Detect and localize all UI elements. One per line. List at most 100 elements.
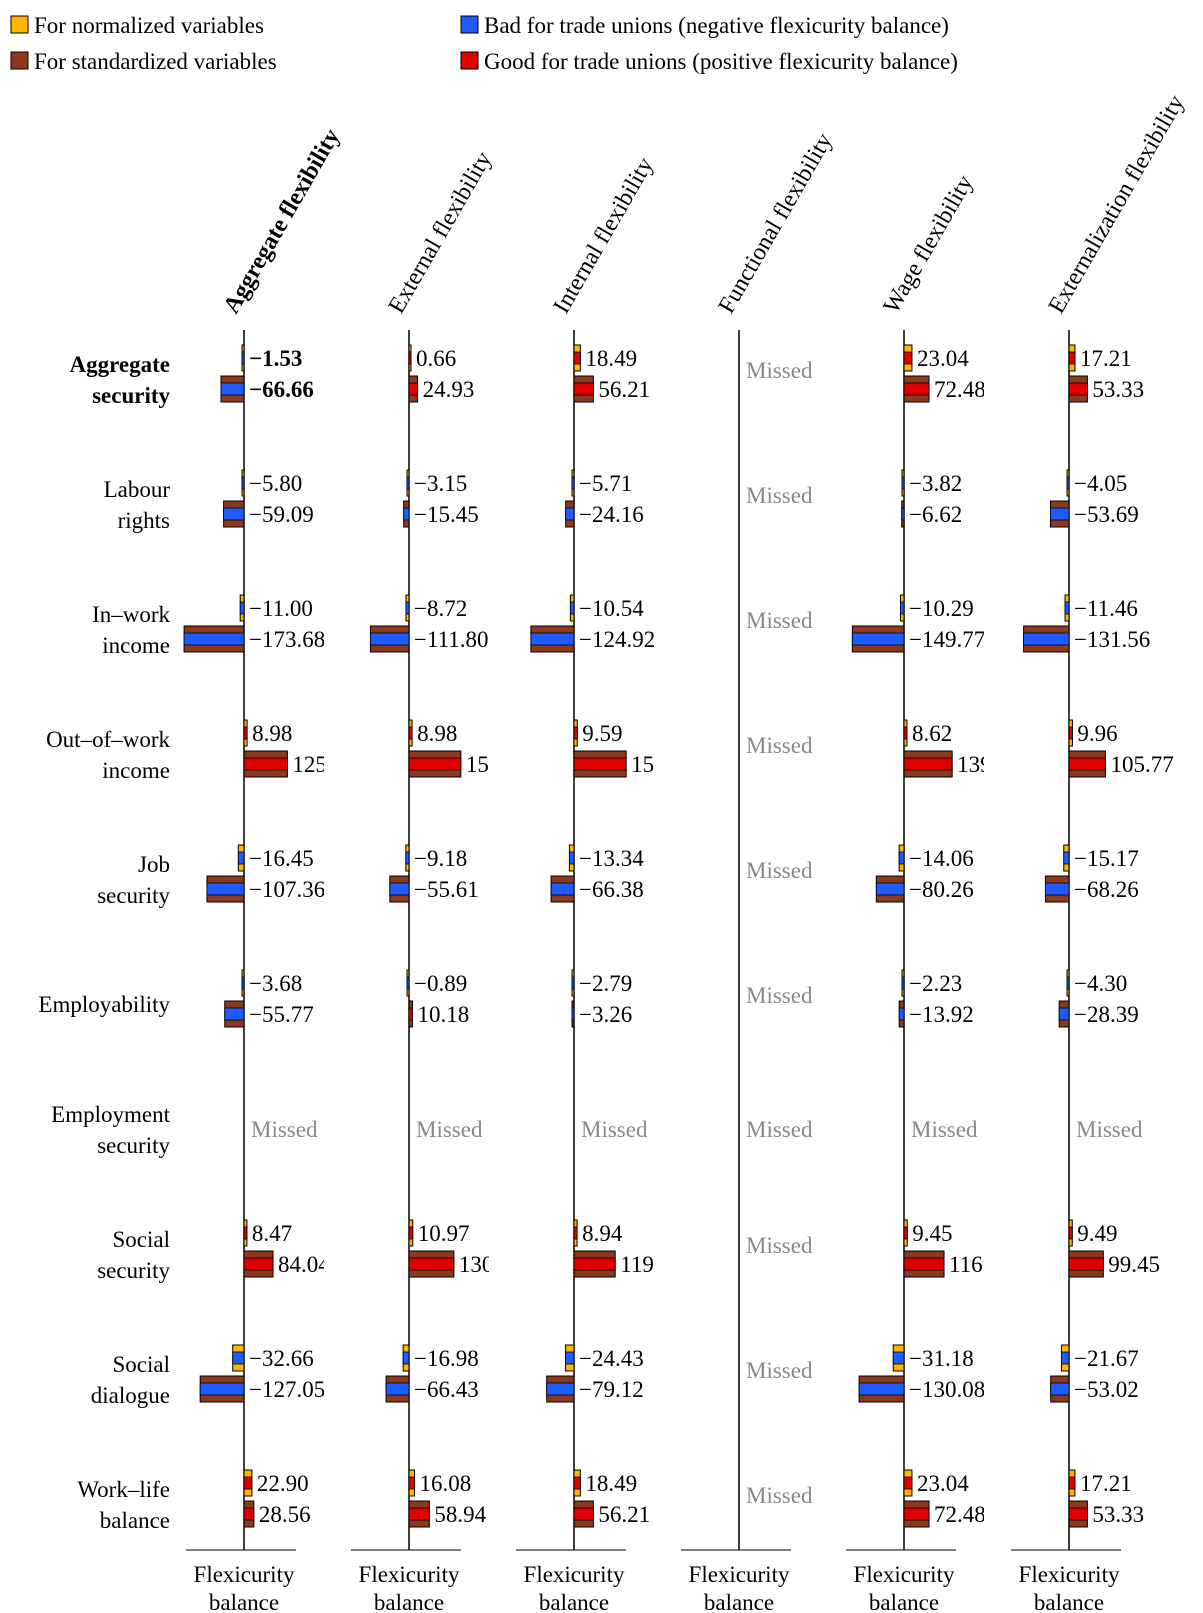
bar-normalized [243, 1469, 253, 1497]
data-label-normalized: −5.80 [249, 471, 302, 496]
bar-standardized [851, 625, 905, 653]
missed-label: Missed [746, 1233, 813, 1258]
data-label-standardized: −55.77 [249, 1002, 314, 1027]
bar-standardized [408, 375, 419, 403]
bar-core [1068, 1476, 1076, 1490]
row-label: rights [118, 508, 170, 533]
missed-label: Missed [746, 358, 813, 383]
missed-label: Missed [416, 1117, 483, 1142]
bar-normalized [232, 1344, 245, 1372]
bar-standardized [1068, 375, 1088, 403]
bar-core [1045, 882, 1070, 896]
bar-core [237, 851, 245, 865]
row-label: Employment [51, 1102, 170, 1127]
bar-core [898, 1007, 905, 1021]
x-axis-label: Flexicurity [854, 1562, 955, 1587]
bar-core [901, 507, 905, 521]
bar-normalized [402, 1344, 410, 1372]
bar-normalized [408, 344, 412, 372]
bar-normalized [406, 969, 410, 997]
bar-normalized [1064, 594, 1070, 622]
data-label-standardized: −66.38 [579, 877, 644, 902]
bar-normalized [1068, 1469, 1076, 1497]
x-axis-label: Flexicurity [359, 1562, 460, 1587]
bar-normalized [573, 1219, 578, 1247]
bar-core [903, 351, 913, 365]
bar-core [573, 757, 627, 771]
legend-swatch-bad [460, 15, 479, 34]
bar-normalized [573, 344, 581, 372]
data-label-normalized: −24.43 [579, 1346, 644, 1371]
bar-core [405, 601, 410, 615]
data-label-standardized: −149.77 [909, 627, 985, 652]
bar-core [241, 476, 245, 490]
bar-core [1068, 1507, 1088, 1521]
data-label-normalized: −5.71 [579, 471, 632, 496]
column-header: Internal flexibility [549, 153, 659, 318]
bar-normalized [899, 594, 905, 622]
data-label-standardized: 99.45 [1108, 1252, 1160, 1277]
bar-core [183, 632, 245, 646]
bar-normalized [1066, 469, 1070, 497]
data-label-normalized: 17.21 [1080, 346, 1132, 371]
data-label-standardized: −68.26 [1074, 877, 1139, 902]
x-axis-label: balance [374, 1590, 444, 1613]
bar-core [403, 507, 410, 521]
bar-normalized [892, 1344, 905, 1372]
bar-core [199, 1382, 245, 1396]
bar-core [568, 851, 575, 865]
bar-standardized [903, 1250, 945, 1278]
data-label-normalized: 9.96 [1077, 721, 1117, 746]
missed-label: Missed [746, 608, 813, 633]
bar-standardized [1068, 1500, 1088, 1528]
bar-standardized [903, 750, 953, 778]
data-label-normalized: 0.66 [416, 346, 456, 371]
bar-standardized [408, 1000, 414, 1028]
x-axis-label: balance [1034, 1590, 1104, 1613]
bar-normalized [903, 1219, 908, 1247]
bar-standardized [573, 1500, 594, 1528]
bar-standardized [403, 500, 410, 528]
data-label-normalized: 23.04 [917, 346, 969, 371]
bar-normalized [241, 469, 245, 497]
data-label-standardized: 56.21 [598, 1502, 650, 1527]
row-label: Out–of–work [46, 727, 170, 752]
x-axis-label: Flexicurity [194, 1562, 295, 1587]
data-label-normalized: 8.98 [417, 721, 457, 746]
bar-core [241, 976, 245, 990]
data-label-normalized: −14.06 [909, 846, 974, 871]
data-label-normalized: 9.45 [912, 1221, 952, 1246]
bar-normalized [405, 594, 410, 622]
plot-area: Aggregate flexibility Flexicurity balance E… [38, 91, 1189, 1613]
data-label-normalized: −10.29 [909, 596, 974, 621]
data-label-standardized: −80.26 [909, 877, 974, 902]
bar-core [546, 1382, 575, 1396]
bar-normalized [571, 969, 575, 997]
data-label-standardized: −111.80 [414, 627, 489, 652]
bar-core [892, 1351, 905, 1365]
bar-core [550, 882, 575, 896]
data-label-normalized: −3.15 [414, 471, 467, 496]
bar-core [1061, 1351, 1070, 1365]
bar-core [903, 1226, 908, 1240]
bar-standardized [183, 625, 245, 653]
bar-standardized [573, 750, 627, 778]
row-label: income [102, 633, 170, 658]
bar-core [898, 851, 905, 865]
data-label-standardized: −107.36 [249, 877, 325, 902]
bar-normalized [408, 719, 413, 747]
data-label-standardized: −131.56 [1074, 627, 1150, 652]
row-label: In–work [92, 602, 170, 627]
column-header: Aggregate flexibility [219, 125, 346, 318]
row-label: security [97, 1258, 170, 1283]
bar-core [408, 1476, 415, 1490]
data-label-normalized: 22.90 [257, 1471, 309, 1496]
bar-standardized [389, 875, 410, 903]
bar-core [565, 507, 575, 521]
bar-core [1068, 757, 1106, 771]
row-label: Labour [104, 477, 171, 502]
data-label-normalized: −31.18 [909, 1346, 974, 1371]
bar-core [573, 1226, 578, 1240]
bar-core [1066, 976, 1070, 990]
bar-standardized [565, 500, 575, 528]
